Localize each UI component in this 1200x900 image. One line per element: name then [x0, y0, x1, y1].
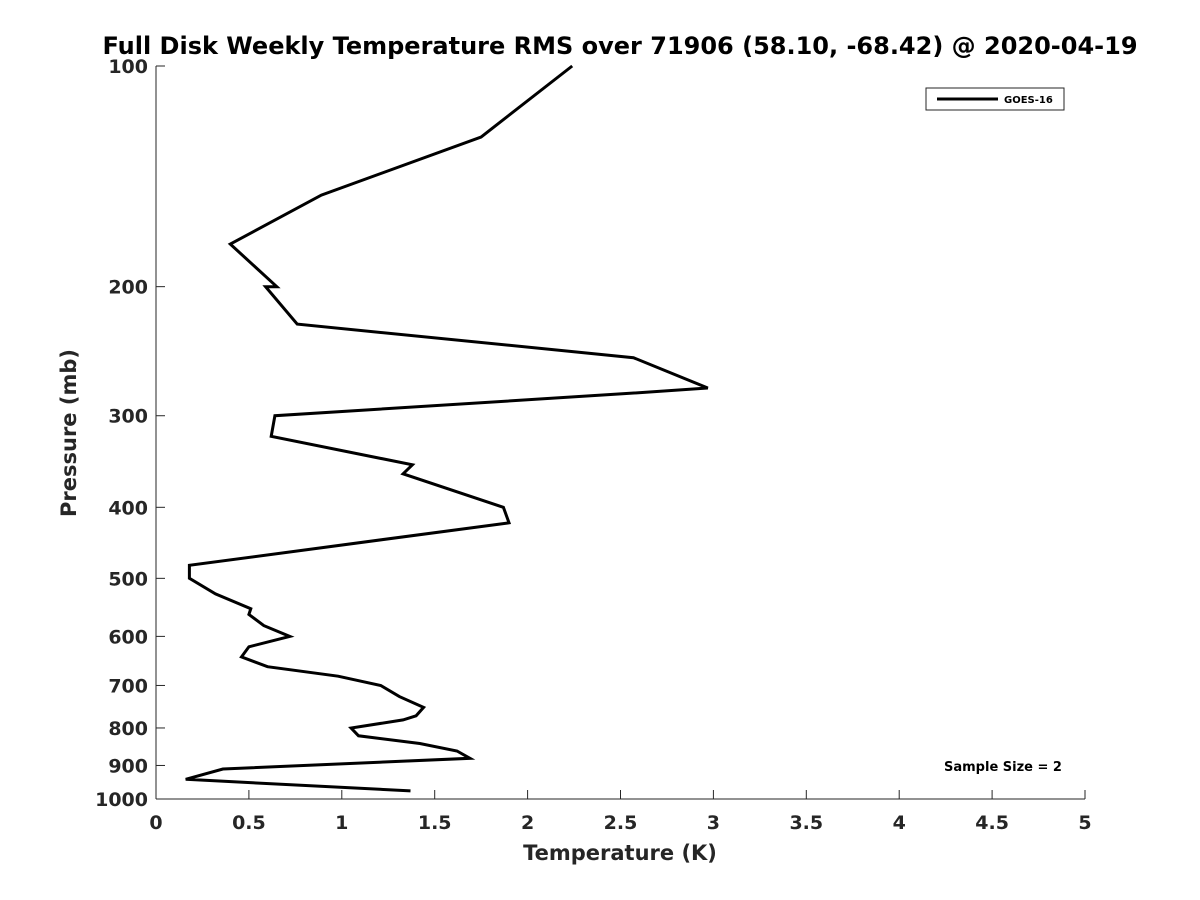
- x-tick-label: 0.5: [232, 812, 266, 834]
- x-tick-label: 2: [521, 812, 534, 834]
- x-tick-label: 0: [149, 812, 162, 834]
- y-tick-label: 900: [108, 755, 148, 777]
- x-tick-label: 3: [707, 812, 720, 834]
- x-tick-label: 1: [335, 812, 348, 834]
- y-tick-label: 200: [108, 277, 148, 299]
- y-tick-label: 100: [108, 56, 148, 78]
- chart-title: Full Disk Weekly Temperature RMS over 71…: [102, 32, 1137, 60]
- legend: GOES-16: [925, 87, 1065, 111]
- y-tick-label: 600: [108, 626, 148, 648]
- x-tick-label: 4.5: [975, 812, 1009, 834]
- x-tick-label: 1.5: [418, 812, 452, 834]
- y-axis-ticks: 100 200 300 400 500 600 700 800 900 1000: [95, 56, 165, 811]
- y-tick-label: 400: [108, 497, 148, 519]
- series-line-goes-16: [185, 64, 709, 793]
- x-tick-label: 3.5: [789, 812, 823, 834]
- y-tick-label: 700: [108, 675, 148, 697]
- legend-label: GOES-16: [1004, 95, 1053, 106]
- plot-area: [155, 66, 1085, 800]
- y-tick-label: 800: [108, 718, 148, 740]
- x-tick-label: 2.5: [604, 812, 638, 834]
- x-tick-label: 4: [893, 812, 906, 834]
- x-axis-label: Temperature (K): [523, 841, 717, 865]
- x-axis-ticks: 0 0.5 1 1.5 2 2.5 3 3.5 4 4.5 5: [149, 790, 1092, 834]
- y-axis-label: Pressure (mb): [57, 349, 81, 517]
- y-tick-label: 500: [108, 568, 148, 590]
- sample-size-annotation: Sample Size = 2: [944, 760, 1062, 775]
- series-layer: [185, 64, 709, 793]
- x-tick-label: 5: [1078, 812, 1091, 834]
- y-tick-label: 1000: [95, 789, 148, 811]
- y-tick-label: 300: [108, 406, 148, 428]
